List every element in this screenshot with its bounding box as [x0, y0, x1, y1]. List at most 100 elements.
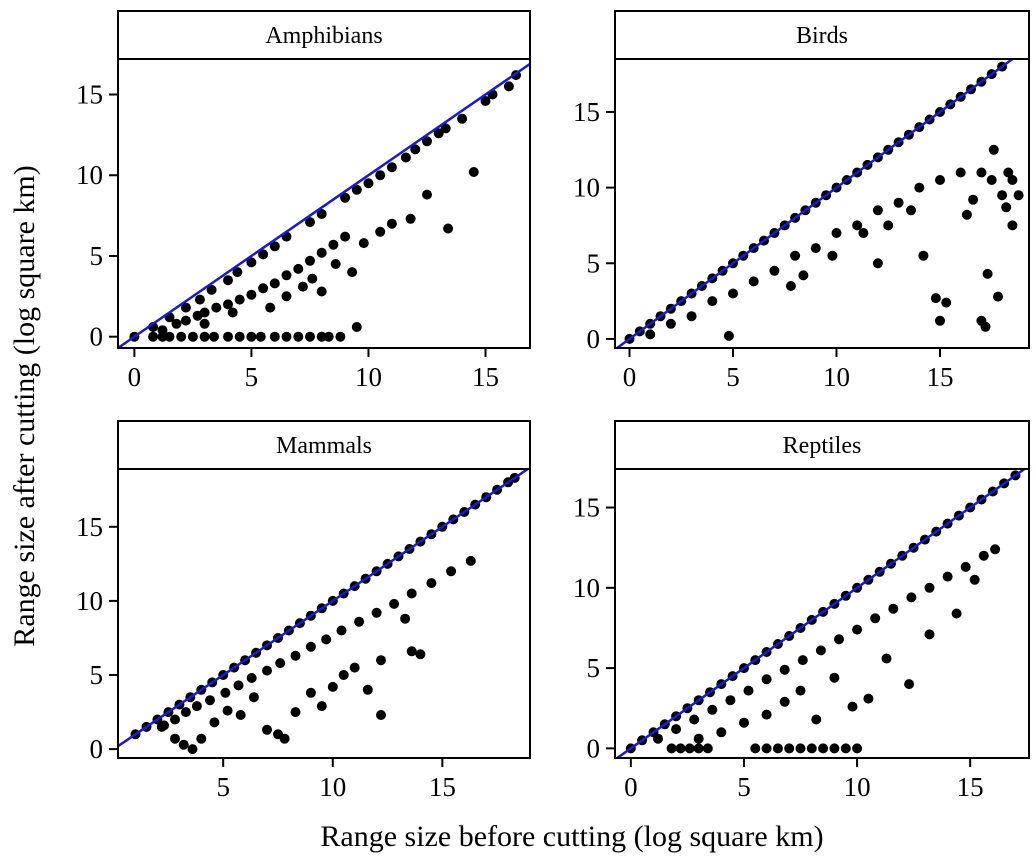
point-amphibians-10: [246, 331, 257, 342]
point-reptiles-56: [761, 674, 772, 685]
point-reptiles-77: [847, 701, 858, 712]
point-birds-62: [872, 258, 883, 269]
point-reptiles-44: [795, 743, 806, 754]
point-reptiles-60: [834, 634, 844, 645]
point-amphibians-27: [246, 257, 257, 268]
point-reptiles-41: [761, 743, 772, 754]
point-mammals-61: [196, 733, 207, 744]
point-amphibians-77: [405, 213, 416, 224]
point-mammals-75: [376, 655, 386, 666]
point-amphibians-38: [400, 152, 411, 163]
point-birds-78: [1003, 167, 1014, 178]
point-reptiles-81: [924, 629, 935, 640]
point-amphibians-79: [443, 223, 454, 234]
point-amphibians-16: [316, 331, 327, 342]
point-amphibians-44: [480, 96, 491, 106]
point-reptiles-36: [675, 743, 686, 754]
point-amphibians-61: [305, 255, 315, 266]
point-mammals-73: [338, 670, 349, 680]
point-birds-44: [790, 250, 801, 261]
identity-line-reptiles: [615, 469, 1027, 758]
point-mammals-69: [290, 707, 301, 718]
point-reptiles-78: [863, 693, 874, 704]
strip-reptiles: [614, 420, 1030, 470]
point-mammals-53: [406, 588, 417, 599]
point-mammals-62: [209, 717, 220, 728]
plot-area-amphibians: [118, 62, 530, 348]
point-reptiles-76: [829, 672, 840, 683]
point-reptiles-84: [990, 544, 1001, 555]
point-amphibians-24: [206, 284, 217, 295]
strip-amphibians: [117, 10, 531, 60]
point-birds-52: [955, 167, 966, 178]
point-amphibians-31: [305, 217, 315, 228]
point-birds-49: [893, 197, 904, 208]
point-reptiles-45: [806, 743, 817, 754]
point-amphibians-57: [258, 283, 269, 294]
x-tick-label-birds-15: 15: [926, 362, 953, 392]
point-amphibians-11: [255, 331, 266, 342]
point-mammals-47: [305, 641, 316, 652]
point-reptiles-54: [725, 695, 736, 706]
point-birds-42: [748, 276, 759, 287]
point-mammals-58: [178, 739, 189, 750]
plot-frame-amphibians: [117, 58, 531, 349]
x-ticks-reptiles: 0 5 10 15: [624, 758, 984, 802]
point-amphibians-26: [232, 267, 243, 278]
point-amphibians-60: [293, 263, 304, 274]
point-birds-75: [1001, 202, 1012, 213]
point-birds-38: [665, 318, 676, 329]
point-amphibians-62: [316, 247, 327, 258]
point-birds-55: [997, 190, 1008, 201]
point-birds-70: [968, 194, 979, 205]
x-tick-label-mammals-15: 15: [429, 772, 456, 802]
y-tick-label-amphibians-5: 5: [90, 241, 104, 271]
point-birds-66: [930, 293, 941, 304]
point-birds-46: [831, 228, 842, 238]
y-tick-label-amphibians-15: 15: [76, 80, 103, 110]
point-birds-58: [785, 281, 796, 291]
point-mammals-80: [406, 646, 417, 657]
point-amphibians-46: [503, 81, 514, 92]
point-reptiles-53: [707, 704, 718, 715]
point-mammals-40: [205, 695, 215, 706]
x-tick-label-reptiles-0: 0: [624, 772, 638, 802]
point-amphibians-75: [375, 226, 386, 237]
point-amphibians-7: [209, 331, 219, 342]
point-amphibians-69: [297, 281, 308, 292]
point-reptiles-40: [750, 743, 761, 754]
point-amphibians-74: [358, 238, 369, 249]
point-amphibians-73: [347, 267, 358, 278]
point-amphibians-42: [440, 123, 451, 134]
point-birds-74: [993, 291, 1003, 302]
point-mammals-63: [222, 705, 233, 716]
point-birds-56: [1007, 175, 1018, 185]
point-reptiles-65: [924, 582, 935, 593]
point-amphibians-52: [199, 307, 210, 318]
x-ticks-birds: 0 5 10 15: [623, 348, 953, 392]
point-amphibians-67: [265, 302, 276, 313]
point-birds-77: [1013, 190, 1024, 201]
panel-birds: Birds 0 5 10 15 0 5 10 15: [573, 10, 1030, 392]
point-mammals-76: [400, 613, 411, 624]
panel-mammals: Mammals 0 5 10 15 5 10 15: [76, 420, 531, 802]
point-amphibians-43: [457, 113, 468, 124]
point-birds-72: [982, 268, 993, 279]
point-mammals-39: [191, 701, 202, 712]
point-reptiles-63: [888, 603, 899, 614]
y-tick-label-mammals-15: 15: [76, 512, 103, 542]
point-birds-40: [707, 296, 718, 307]
strip-label-reptiles: Reptiles: [783, 433, 862, 459]
y-tick-label-amphibians-0: 0: [90, 322, 104, 352]
point-birds-39: [686, 311, 697, 322]
plot-area-birds: [615, 59, 1024, 348]
point-reptiles-49: [852, 743, 863, 754]
plot-area-reptiles: [615, 469, 1027, 758]
point-mammals-48: [321, 634, 332, 645]
point-mammals-78: [376, 710, 386, 720]
point-mammals-70: [305, 687, 316, 698]
y-tick-label-birds-15: 15: [573, 97, 600, 127]
point-mammals-79: [362, 684, 373, 695]
point-mammals-74: [349, 662, 360, 673]
point-amphibians-65: [199, 318, 210, 329]
